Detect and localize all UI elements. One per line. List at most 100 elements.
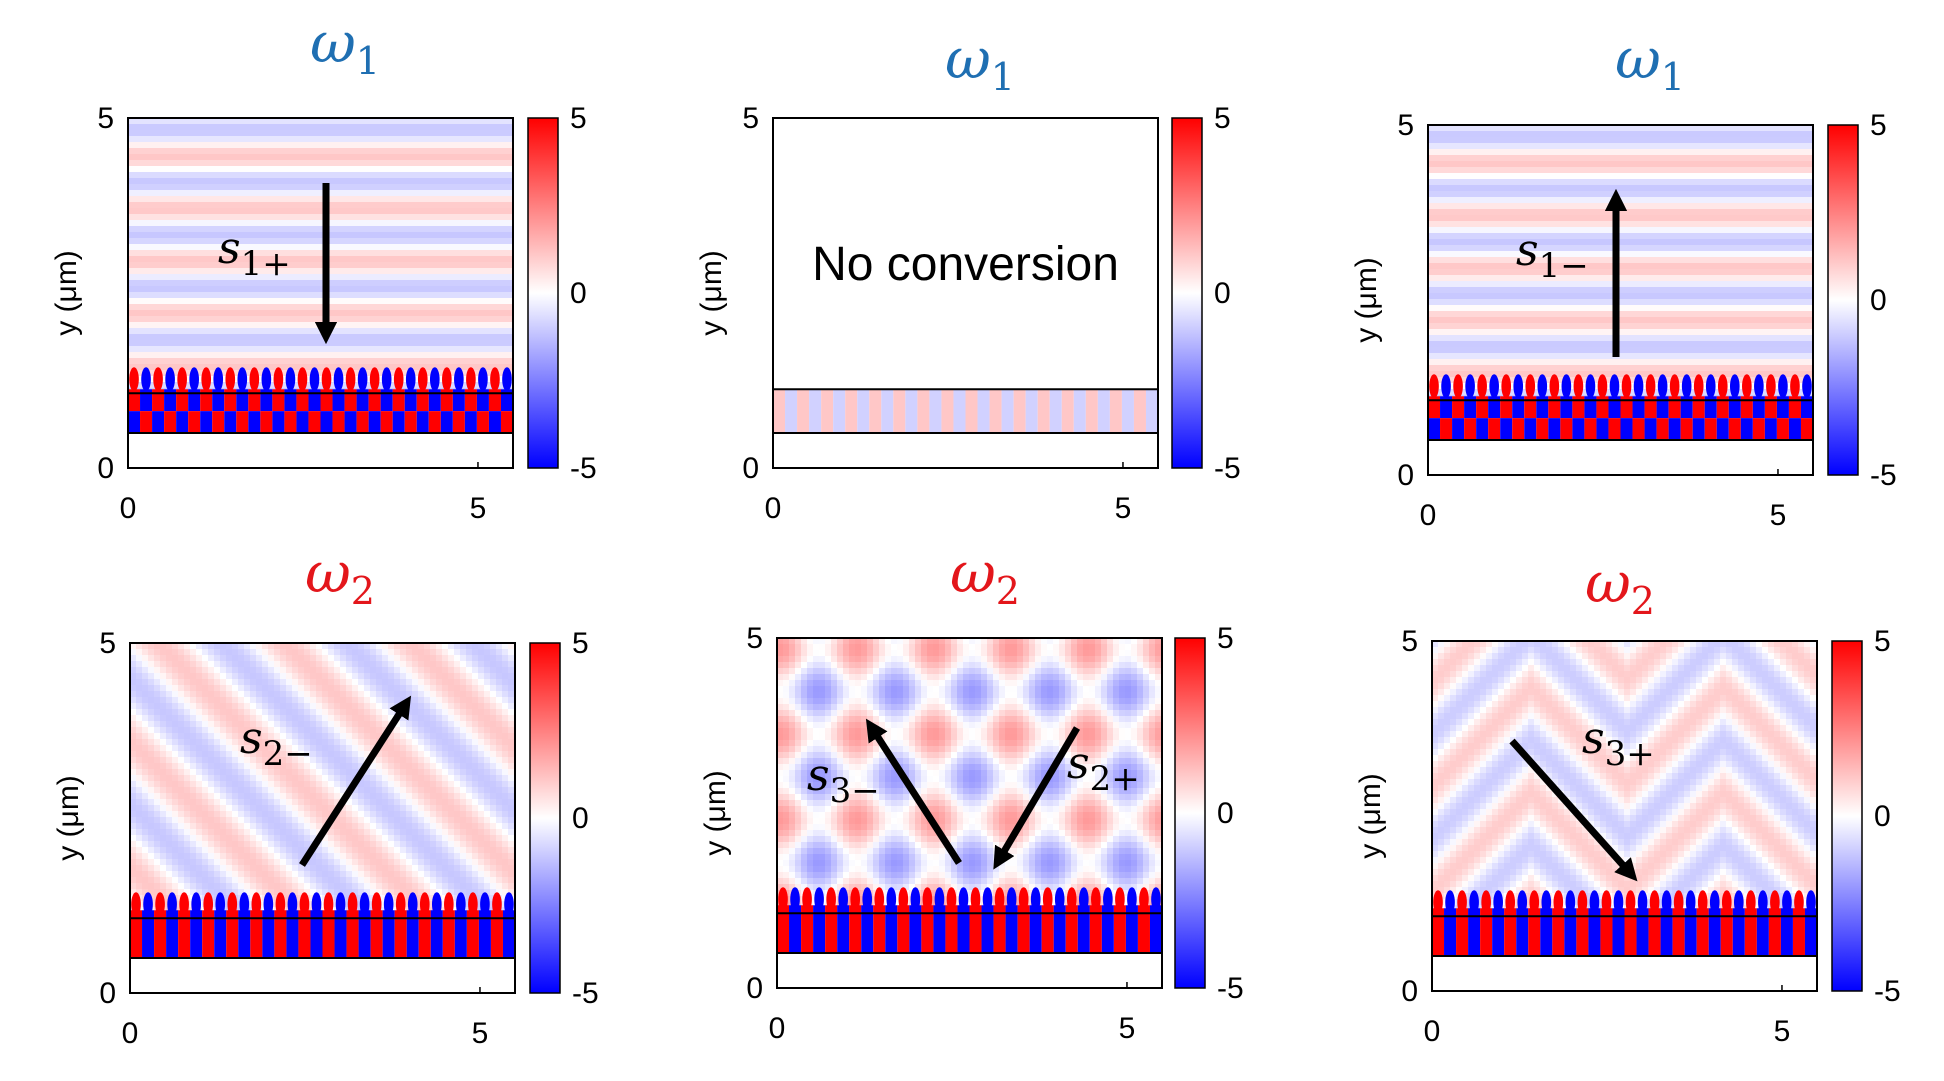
plot-frame <box>129 642 516 994</box>
plot-frame <box>776 637 1163 989</box>
y-axis-label: y (μm) <box>1354 773 1387 859</box>
wave-label-2: s2+ <box>1067 738 1140 799</box>
omega-subscript: 1 <box>991 55 1015 99</box>
x-tick-label: 5 <box>472 1017 489 1050</box>
x-tick-label: 0 <box>1420 499 1437 532</box>
omega-symbol: ω <box>945 27 991 92</box>
no-conversion-label: No conversion <box>812 238 1119 291</box>
colorbar <box>1174 637 1206 989</box>
omega-symbol: ω <box>305 541 351 606</box>
colorbar <box>1171 117 1203 469</box>
omega-symbol: ω <box>1615 27 1661 92</box>
colorbar-tick-label: 0 <box>572 802 589 835</box>
colorbar <box>1831 640 1863 992</box>
y-tick-label: 0 <box>742 452 759 485</box>
plot-frame <box>1431 640 1818 992</box>
field-map <box>1432 641 1817 991</box>
x-tick-label: 5 <box>470 492 487 525</box>
omega-subscript: 1 <box>1661 55 1685 99</box>
colorbar-tick-label: 5 <box>1870 109 1887 142</box>
plot-frame <box>772 117 1159 469</box>
x-tick-label: 0 <box>769 1012 786 1045</box>
colorbar-tick-label: 0 <box>1870 284 1887 317</box>
panel-title-omega: ω2 <box>305 541 375 613</box>
y-axis-label: y (μm) <box>695 250 728 336</box>
colorbar-tick-label: -5 <box>1870 459 1897 492</box>
field-map <box>777 638 1162 988</box>
colorbar-tick-label: 5 <box>1874 625 1891 658</box>
panel-6: ω2 0 5 0 5 y (μm) 5 0 -5 s3+ <box>1354 551 1901 1048</box>
colorbar-tick-label: 0 <box>1214 277 1231 310</box>
x-tick-label: 5 <box>1774 1015 1791 1048</box>
x-tick-label: 5 <box>1115 492 1132 525</box>
wave-label: s3+ <box>1582 713 1655 774</box>
y-tick-label: 5 <box>1397 109 1414 142</box>
omega-symbol: ω <box>950 541 996 606</box>
colorbar-tick-label: 5 <box>572 627 589 660</box>
wave-label: s2− <box>240 713 313 774</box>
x-tick-label: 0 <box>1424 1015 1441 1048</box>
panel-title-omega: ω1 <box>310 11 380 83</box>
x-tick-label: 0 <box>120 492 137 525</box>
omega-subscript: 1 <box>356 39 380 83</box>
colorbar-tick-label: -5 <box>1214 452 1241 485</box>
wave-direction-arrow <box>993 726 1081 870</box>
y-tick-label: 0 <box>746 972 763 1005</box>
wave-direction-arrow <box>865 718 962 865</box>
y-tick-label: 0 <box>97 452 114 485</box>
omega-symbol: ω <box>1585 551 1631 616</box>
colorbar <box>1827 124 1859 476</box>
x-tick-label: 0 <box>765 492 782 525</box>
y-tick-label: 0 <box>99 977 116 1010</box>
wave-label: s1− <box>1516 225 1589 286</box>
colorbar-tick-label: -5 <box>570 452 597 485</box>
omega-subscript: 2 <box>1631 579 1655 623</box>
panel-3: ω1 0 5 0 5 y (μm) 5 0 -5 s1− <box>1350 27 1897 532</box>
wave-label: s3− <box>807 750 880 811</box>
x-tick-label: 5 <box>1770 499 1787 532</box>
panel-5: ω2 0 5 0 5 y (μm) 5 0 -5 s3− s2+ <box>699 541 1244 1045</box>
y-tick-label: 0 <box>1397 459 1414 492</box>
panel-title-omega: ω1 <box>945 27 1015 99</box>
y-axis-label: y (μm) <box>699 770 732 856</box>
colorbar-tick-label: -5 <box>572 977 599 1010</box>
y-axis-label: y (μm) <box>50 250 83 336</box>
colorbar-tick-label: 0 <box>1217 797 1234 830</box>
colorbar-tick-label: 0 <box>570 277 587 310</box>
colorbar <box>527 117 559 469</box>
panel-1: ω1 0 5 0 5 y (μm) 5 0 -5 s1+ <box>50 11 597 525</box>
colorbar-tick-label: -5 <box>1217 972 1244 1005</box>
omega-subscript: 2 <box>996 569 1020 613</box>
panel-title-omega: ω2 <box>950 541 1020 613</box>
field-map <box>1428 125 1813 475</box>
wave-direction-arrow <box>1509 738 1638 882</box>
y-axis-label: y (μm) <box>1350 257 1383 343</box>
y-tick-label: 5 <box>742 102 759 135</box>
panel-4: ω2 0 5 0 5 y (μm) 5 0 -5 s2− <box>52 541 599 1050</box>
colorbar-tick-label: 5 <box>570 102 587 135</box>
omega-subscript: 2 <box>351 569 375 613</box>
colorbar <box>529 642 561 994</box>
colorbar-tick-label: 5 <box>1214 102 1231 135</box>
x-tick-label: 0 <box>122 1017 139 1050</box>
wave-direction-arrow <box>299 695 412 867</box>
y-tick-label: 5 <box>1401 625 1418 658</box>
panel-2: ω1 0 5 0 5 y (μm) 5 0 -5 No conversion <box>695 27 1241 525</box>
field-map <box>773 118 1158 468</box>
omega-symbol: ω <box>310 11 356 76</box>
y-tick-label: 5 <box>97 102 114 135</box>
wave-label: s1+ <box>218 223 291 284</box>
plot-frame <box>127 117 514 469</box>
y-tick-label: 0 <box>1401 975 1418 1008</box>
field-map <box>128 118 513 468</box>
plot-frame <box>1427 124 1814 476</box>
colorbar-tick-label: 5 <box>1217 622 1234 655</box>
field-map <box>130 643 515 993</box>
colorbar-tick-label: -5 <box>1874 975 1901 1008</box>
panel-title-omega: ω1 <box>1615 27 1685 99</box>
panel-title-omega: ω2 <box>1585 551 1655 623</box>
colorbar-tick-label: 0 <box>1874 800 1891 833</box>
x-tick-label: 5 <box>1119 1012 1136 1045</box>
